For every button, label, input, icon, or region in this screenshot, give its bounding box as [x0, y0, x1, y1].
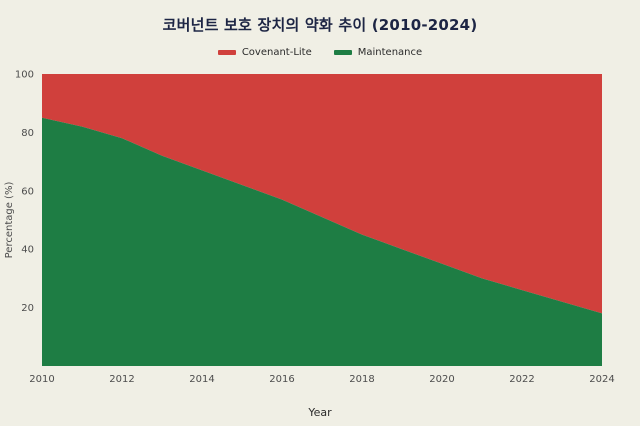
y-tick-label: 40	[21, 245, 34, 256]
y-tick-label: 100	[15, 70, 34, 81]
x-tick-label: 2022	[509, 374, 534, 385]
maintenance-area	[42, 117, 602, 366]
legend-label-maintenance: Maintenance	[357, 47, 423, 58]
covenant-lite-area	[42, 74, 602, 314]
covenant-lite-swatch-icon	[217, 50, 236, 55]
x-axis-label: Year	[308, 406, 332, 419]
x-tick-label: 2014	[189, 374, 214, 385]
x-tick-label: 2012	[109, 374, 134, 385]
x-tick-label: 2010	[29, 374, 54, 385]
y-tick-label: 60	[21, 186, 34, 197]
y-tick-label: 20	[21, 303, 34, 314]
x-tick-label: 2020	[429, 374, 454, 385]
plot-area: 2010 2012 2014 2016 2018 2020 2022 2024 20 40 60 80…	[0, 64, 640, 404]
legend-item-covenant-lite: Covenant-Lite	[217, 47, 312, 58]
legend-item-maintenance: Maintenance	[333, 47, 423, 58]
legend-label-covenant-lite: Covenant-Lite	[241, 47, 312, 58]
y-axis-label: Percentage (%)	[4, 182, 15, 259]
x-tick-label: 2016	[269, 374, 294, 385]
x-tick-label: 2024	[589, 374, 614, 385]
y-tick-label: 80	[21, 128, 34, 139]
x-tick-label: 2018	[349, 374, 374, 385]
legend: Covenant-Lite Maintenance	[217, 47, 423, 58]
stacked-area-plot: 2010 2012 2014 2016 2018 2020 2022 2024 20 40 60 80…	[4, 70, 615, 386]
maintenance-swatch-icon	[333, 50, 352, 55]
chart-title: 코버넌트 보호 장치의 약화 추이 (2010-2024)	[162, 16, 478, 34]
